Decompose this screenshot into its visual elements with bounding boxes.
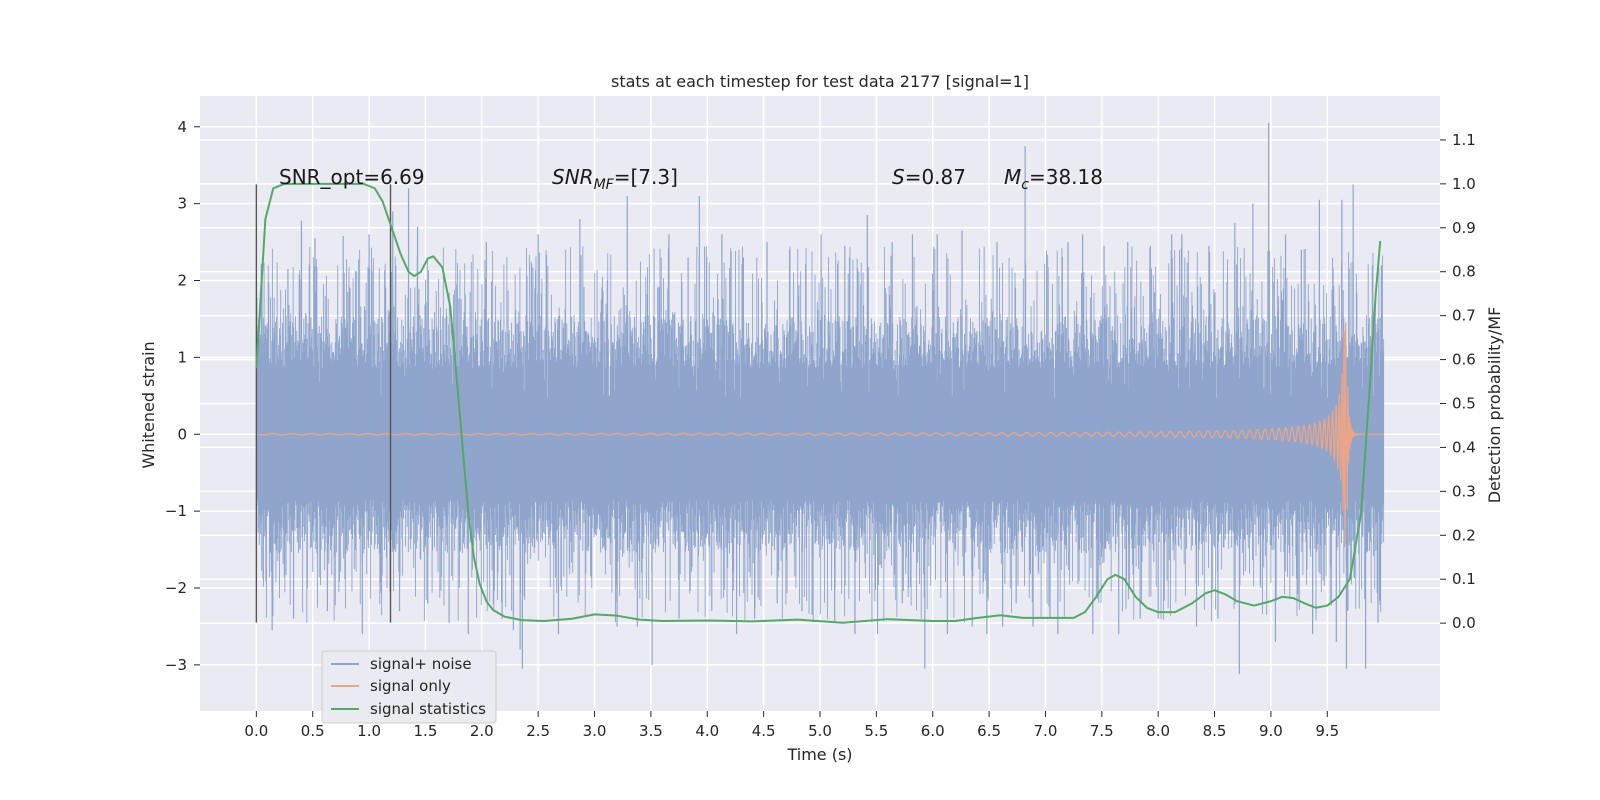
x-tick-label: 6.0 <box>921 722 945 740</box>
y-tick-label: −2 <box>165 579 187 597</box>
annotation-mc: Mc=38.18 <box>1004 165 1103 193</box>
y2-tick-label: 0.8 <box>1452 263 1476 281</box>
legend-label-signal-statistics: signal statistics <box>370 700 486 718</box>
x-tick-label: 2.5 <box>526 722 550 740</box>
y2-tick-label: 0.6 <box>1452 351 1476 369</box>
statistics-line <box>255 182 1382 624</box>
y2-tick-label: 0.1 <box>1452 570 1476 588</box>
threshold-lines <box>255 184 392 623</box>
x-tick-label: 8.0 <box>1146 722 1170 740</box>
y-tick-label: 0 <box>177 425 187 443</box>
x-tick-label: 9.0 <box>1259 722 1283 740</box>
y2-tick-label: 0.2 <box>1452 526 1476 544</box>
y2-tick-label: 1.1 <box>1452 131 1476 149</box>
annotation-snr-opt: SNR_opt=6.69 <box>279 165 425 189</box>
y2-tick-label: 0.4 <box>1452 438 1476 456</box>
y2-tick-label: 0.0 <box>1452 614 1476 632</box>
x-tick-label: 5.0 <box>808 722 832 740</box>
signal-noise-series <box>255 122 1385 675</box>
y-tick-label: 1 <box>177 348 187 366</box>
y2-axis-label: Detection probability/MF <box>1485 307 1504 504</box>
annotation-snr-mf: SNRMF=[7.3] <box>552 165 678 193</box>
x-tick-label: 7.0 <box>1034 722 1058 740</box>
y2-tick-label: 0.7 <box>1452 307 1476 325</box>
x-tick-label: 0.0 <box>244 722 268 740</box>
x-tick-label: 4.0 <box>695 722 719 740</box>
x-tick-label: 5.5 <box>864 722 888 740</box>
x-tick-label: 7.5 <box>1090 722 1114 740</box>
x-tick-label: 1.0 <box>357 722 381 740</box>
y-tick-label: −3 <box>165 656 187 674</box>
x-tick-label: 9.5 <box>1315 722 1339 740</box>
annotation-s: S=0.87 <box>892 165 966 189</box>
legend-box <box>321 650 497 724</box>
x-axis-label: Time (s) <box>786 745 852 764</box>
y-tick-label: 3 <box>177 195 187 213</box>
x-tick-label: 4.5 <box>752 722 776 740</box>
x-tick-label: 0.5 <box>301 722 325 740</box>
y-tick-label: 2 <box>177 272 187 290</box>
legend-label-signal-noise: signal+ noise <box>370 655 472 673</box>
x-tick-label: 2.0 <box>470 722 494 740</box>
signal-only-series <box>256 322 1384 546</box>
y-axis-label: Whitened strain <box>139 341 158 468</box>
y2-tick-label: 0.9 <box>1452 219 1476 237</box>
legend: signal+ noise signal only signal statist… <box>321 650 497 724</box>
signal-statistics-series <box>255 182 1382 624</box>
legend-label-signal-only: signal only <box>370 677 451 695</box>
y-tick-label: 4 <box>177 118 187 136</box>
x-tick-label: 1.5 <box>414 722 438 740</box>
x-tick-label: 6.5 <box>977 722 1001 740</box>
y2-tick-label: 1.0 <box>1452 175 1476 193</box>
y2-tick-label: 0.5 <box>1452 395 1476 413</box>
signal-chirp <box>256 322 1384 546</box>
y-tick-label: −1 <box>165 502 187 520</box>
x-tick-label: 8.5 <box>1203 722 1227 740</box>
ticks: 0.0 0.5 1.0 1.5 2.0 2.5 3.0 3.5 4.0 4.5 5.0 5.5 6.0 6… <box>165 118 1476 740</box>
chart-title: stats at each timestep for test data 217… <box>611 72 1029 91</box>
y2-tick-label: 0.3 <box>1452 482 1476 500</box>
x-tick-label: 3.5 <box>639 722 663 740</box>
x-tick-label: 3.0 <box>583 722 607 740</box>
